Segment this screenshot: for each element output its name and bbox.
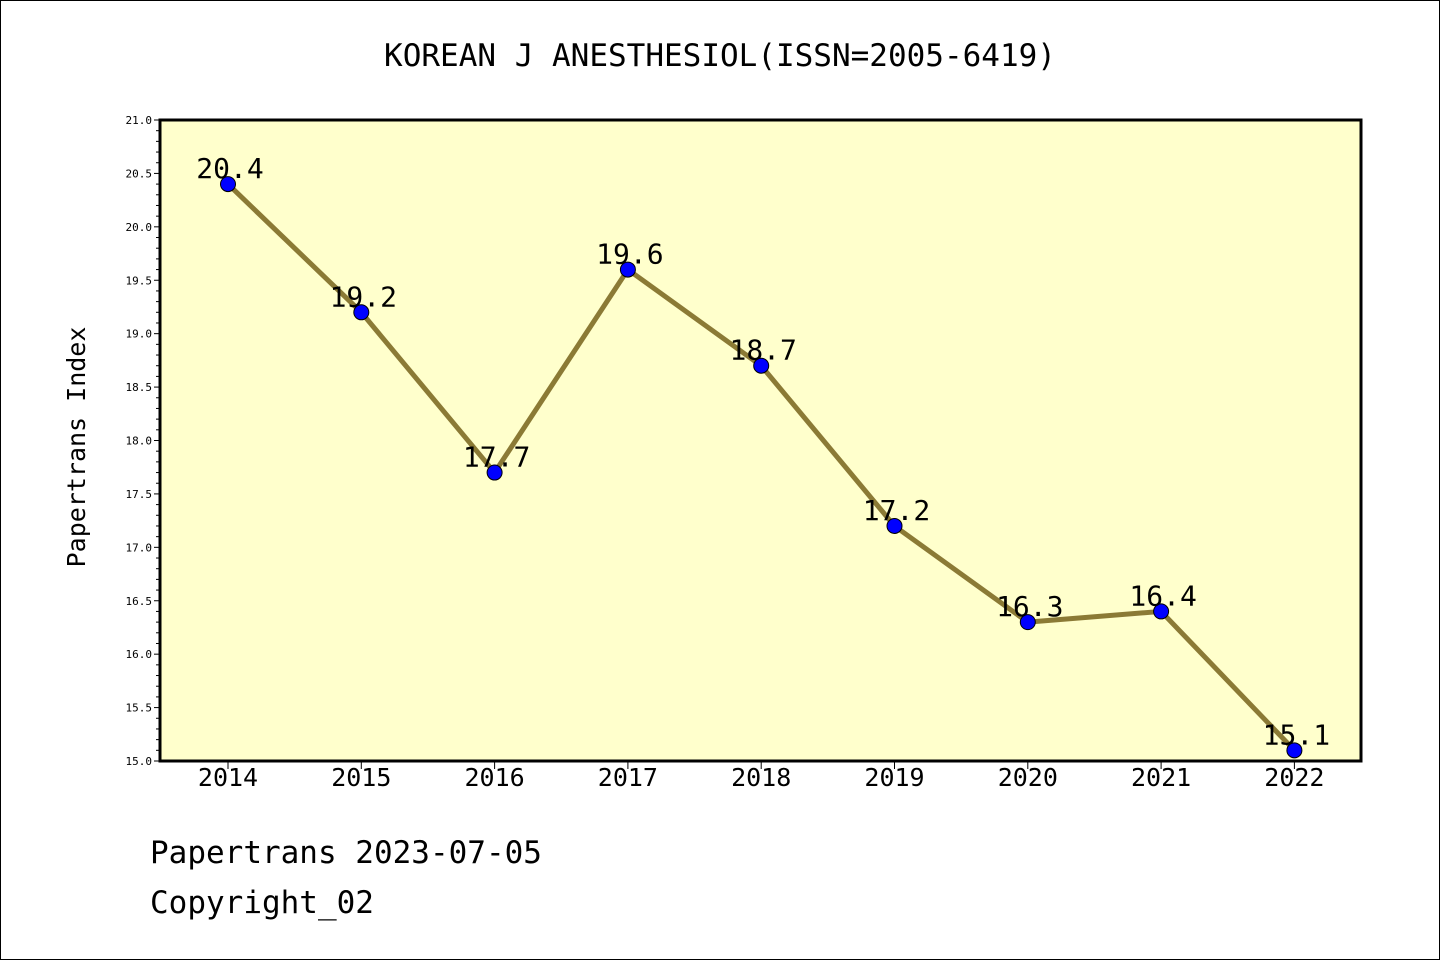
y-tick-label: 19.0 [126, 328, 153, 341]
y-tick-label: 21.0 [126, 114, 153, 127]
footer-copyright: Copyright_02 [150, 885, 374, 921]
data-point [1153, 603, 1170, 620]
x-axis: 2014 2015 2016 2017 2018 2019 2020 2021 2022 [198, 761, 1325, 792]
y-tick-label: 17.5 [126, 488, 153, 501]
data-point [353, 304, 370, 321]
x-tick-label: 2016 [464, 763, 524, 792]
data-label: 17.7 [463, 441, 530, 474]
y-tick-label: 19.5 [126, 274, 153, 287]
x-tick-label: 2017 [598, 763, 658, 792]
y-tick-label: 15.5 [126, 702, 153, 715]
data-point [619, 261, 636, 278]
y-tick-label: 20.5 [126, 167, 153, 180]
x-tick-label: 2015 [331, 763, 391, 792]
x-tick-label: 2019 [864, 763, 924, 792]
y-tick-label: 16.5 [126, 595, 153, 608]
y-tick-label: 18.5 [126, 381, 153, 394]
data-label: 15.1 [1263, 718, 1330, 751]
series-layer: 20.4 19.2 17.7 19.6 18.7 17.2 16.3 16.4 15.1 [196, 152, 1330, 759]
data-point [753, 357, 770, 374]
plot-area [158, 118, 1363, 763]
data-label: 20.4 [196, 152, 263, 185]
y-tick-label: 15.0 [126, 755, 153, 768]
chart-title: KOREAN J ANESTHESIOL(ISSN=2005-6419) [384, 38, 1056, 74]
footer-date: Papertrans 2023-07-05 [150, 835, 542, 871]
data-point [1286, 742, 1303, 759]
x-tick-label: 2020 [998, 763, 1058, 792]
data-point [886, 517, 903, 534]
data-label: 16.4 [1129, 579, 1196, 612]
data-point [220, 176, 236, 193]
y-tick-label: 17.0 [126, 541, 153, 554]
x-tick-label: 2018 [731, 763, 791, 792]
data-point [486, 464, 503, 481]
data-label: 19.6 [596, 238, 663, 271]
data-label: 19.2 [330, 280, 397, 313]
data-point [1019, 614, 1036, 631]
data-label: 17.2 [863, 494, 930, 527]
y-tick-label: 16.0 [126, 648, 153, 661]
x-tick-label: 2021 [1131, 763, 1191, 792]
y-axis-label: Papertrans Index [62, 327, 91, 568]
x-tick-label: 2022 [1264, 763, 1324, 792]
y-tick-label: 18.0 [126, 435, 153, 448]
y-tick-label: 20.0 [126, 221, 153, 234]
x-tick-label: 2014 [198, 763, 258, 792]
y-axis: 15.0 15.5 16.0 16.5 17.0 17.5 18.0 18.5 19.0 19.5… [126, 114, 160, 768]
data-label: 18.7 [729, 334, 796, 367]
data-label: 16.3 [996, 590, 1063, 623]
